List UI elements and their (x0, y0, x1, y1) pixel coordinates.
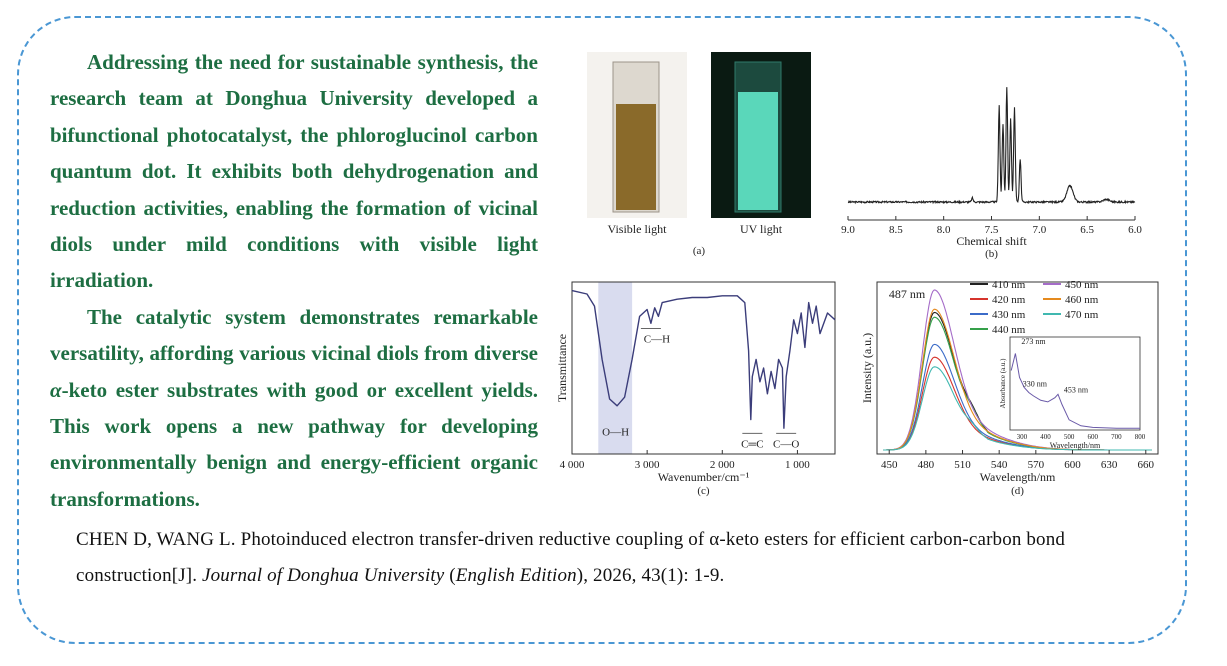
visible-liquid (616, 104, 656, 210)
citation-edition: English Edition (455, 565, 577, 586)
inset-x-tick-label: 500 (1064, 433, 1075, 441)
ftir-annotation-label: O—H (602, 426, 629, 438)
pl-peak-label: 487 nm (889, 287, 926, 301)
ftir-y-axis-label: Transmittance (555, 334, 569, 402)
pl-x-tick-label: 480 (918, 459, 935, 471)
pl-x-tick-label: 630 (1101, 459, 1118, 471)
inset-absorbance-line (1010, 353, 1140, 429)
ftir-x-axis-label: Wavenumber/cm⁻¹ (658, 470, 750, 484)
pl-legend-label: 410 nm (992, 279, 1026, 291)
dashed-frame (17, 16, 1187, 644)
pl-x-tick-label: 570 (1028, 459, 1045, 471)
pl-legend-label: 440 nm (992, 324, 1026, 336)
ftir-chart: 4 000 3 000 2 000 1 000 Wavenumber/cm⁻¹(c) Tr… (555, 281, 836, 497)
nmr-x-tick-label: 8.5 (889, 224, 903, 236)
pl-x-tick-label: 660 (1138, 459, 1155, 471)
citation-rest: ), 2026, 43(1): 1-9. (576, 565, 725, 586)
panel-d: 487 nm 410 nm 420 nm 430 nm 440 nm 450 nm 460 … (855, 272, 1165, 504)
ftir-annotation-label: C═C (741, 438, 763, 450)
ftir-annotation-label: C—H (644, 333, 670, 345)
inset-x-tick-label: 800 (1135, 433, 1146, 441)
pl-x-tick-label: 600 (1064, 459, 1081, 471)
inset-y-axis-label: Absorbance (a.u.) (999, 358, 1007, 409)
summary-text: Addressing the need for sustainable synt… (50, 44, 538, 517)
panel-a-label: (a) (693, 245, 706, 257)
ftir-x-tick-label: 4 000 (560, 459, 585, 471)
nmr-panel-label: (b) (985, 248, 998, 260)
nmr-chart: 9.0 8.5 8.0 7.5 7.0 6.5 6.0 Chemical shift(b) (841, 87, 1142, 260)
ftir-panel-label: (c) (697, 485, 710, 497)
paragraph-2: The catalytic system demonstrates remark… (50, 304, 538, 511)
nmr-x-axis-label: Chemical shift (956, 234, 1027, 248)
inset-peak-label: 330 nm (1023, 380, 1048, 389)
pl-legend-label: 430 nm (992, 309, 1026, 321)
nmr-x-tick-label: 7.0 (1032, 224, 1046, 236)
pl-chart: 487 nm 410 nm 420 nm 430 nm 440 nm 450 nm 460 … (860, 279, 1159, 497)
nmr-x-tick-label: 6.0 (1128, 224, 1142, 236)
panel-c: 4 000 3 000 2 000 1 000 Wavenumber/cm⁻¹ (c) Tr… (550, 272, 845, 504)
nmr-x-tick-label: 9.0 (841, 224, 855, 236)
pl-y-axis-label: Intensity (a.u.) (860, 333, 874, 403)
pl-x-tick-label: 450 (881, 459, 898, 471)
panel-b: 9.0 8.5 8.0 7.5 7.0 6.5 6.0 Chemical shift (b) (830, 60, 1150, 265)
inset-x-tick-label: 400 (1040, 433, 1051, 441)
nmr-x-tick-label: 8.0 (937, 224, 951, 236)
cuvette-photos: Visible light UV light (a) (587, 52, 811, 257)
visible-light-caption: Visible light (608, 222, 668, 236)
nmr-x-tick-label: 7.5 (985, 224, 999, 236)
pl-legend-label: 470 nm (1065, 309, 1099, 321)
pl-legend-label: 420 nm (992, 294, 1026, 306)
pl-axes-box (876, 281, 1159, 455)
pl-legend-label: 450 nm (1065, 279, 1099, 291)
citation-paren-open: ( (444, 565, 456, 586)
inset-peak-label: 273 nm (1021, 337, 1046, 346)
citation: CHEN D, WANG L. Photoinduced electron tr… (76, 522, 1146, 594)
ftir-annotation-label: C—O (773, 438, 799, 450)
paragraph-1: Addressing the need for sustainable synt… (50, 50, 538, 293)
alpha-symbol: α (50, 377, 62, 402)
pl-x-axis-label: Wavelength/nm (980, 470, 1056, 484)
inset-x-tick-label: 300 (1017, 433, 1028, 441)
pl-series-line (883, 366, 1152, 451)
ftir-x-tick-label: 1 000 (785, 459, 810, 471)
nmr-x-tick-label: 6.5 (1080, 224, 1094, 236)
ftir-spectrum-line (571, 289, 836, 429)
pl-legend-label: 460 nm (1065, 294, 1099, 306)
inset-box (1009, 336, 1141, 431)
inset-x-axis-label: Wavelength/nm (1050, 441, 1101, 450)
panel-a: Visible light UV light (a) (587, 52, 817, 262)
inset-x-tick-label: 700 (1111, 433, 1122, 441)
citation-journal: Journal of Donghua University (202, 565, 445, 586)
citation-authors-title: CHEN D, WANG L. Photoinduced electron tr… (76, 529, 1065, 586)
pl-x-tick-label: 510 (954, 459, 971, 471)
pl-x-tick-label: 540 (991, 459, 1008, 471)
pl-panel-label: (d) (1011, 485, 1024, 497)
inset-x-tick-label: 600 (1087, 433, 1098, 441)
ftir-axes-box (571, 281, 836, 455)
uv-liquid (738, 92, 778, 210)
uv-light-caption: UV light (740, 222, 783, 236)
inset-peak-label: 453 nm (1064, 385, 1089, 394)
ftir-x-tick-label: 3 000 (635, 459, 660, 471)
ftir-x-tick-label: 2 000 (710, 459, 735, 471)
nmr-spectrum-line (847, 87, 1136, 205)
